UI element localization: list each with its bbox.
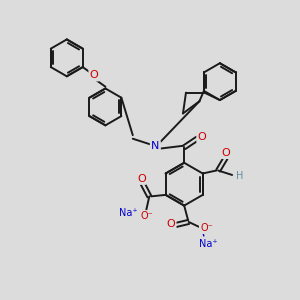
Text: Na⁺: Na⁺ (118, 208, 137, 218)
Text: O: O (167, 219, 175, 229)
Text: N: N (151, 141, 160, 152)
Text: O⁻: O⁻ (200, 223, 213, 233)
Text: Na⁺: Na⁺ (199, 239, 218, 249)
Text: O: O (137, 173, 146, 184)
Text: O: O (221, 148, 230, 158)
Text: O: O (198, 132, 206, 142)
Text: O⁻: O⁻ (140, 211, 153, 221)
Text: O: O (90, 70, 98, 80)
Text: H: H (236, 172, 243, 182)
